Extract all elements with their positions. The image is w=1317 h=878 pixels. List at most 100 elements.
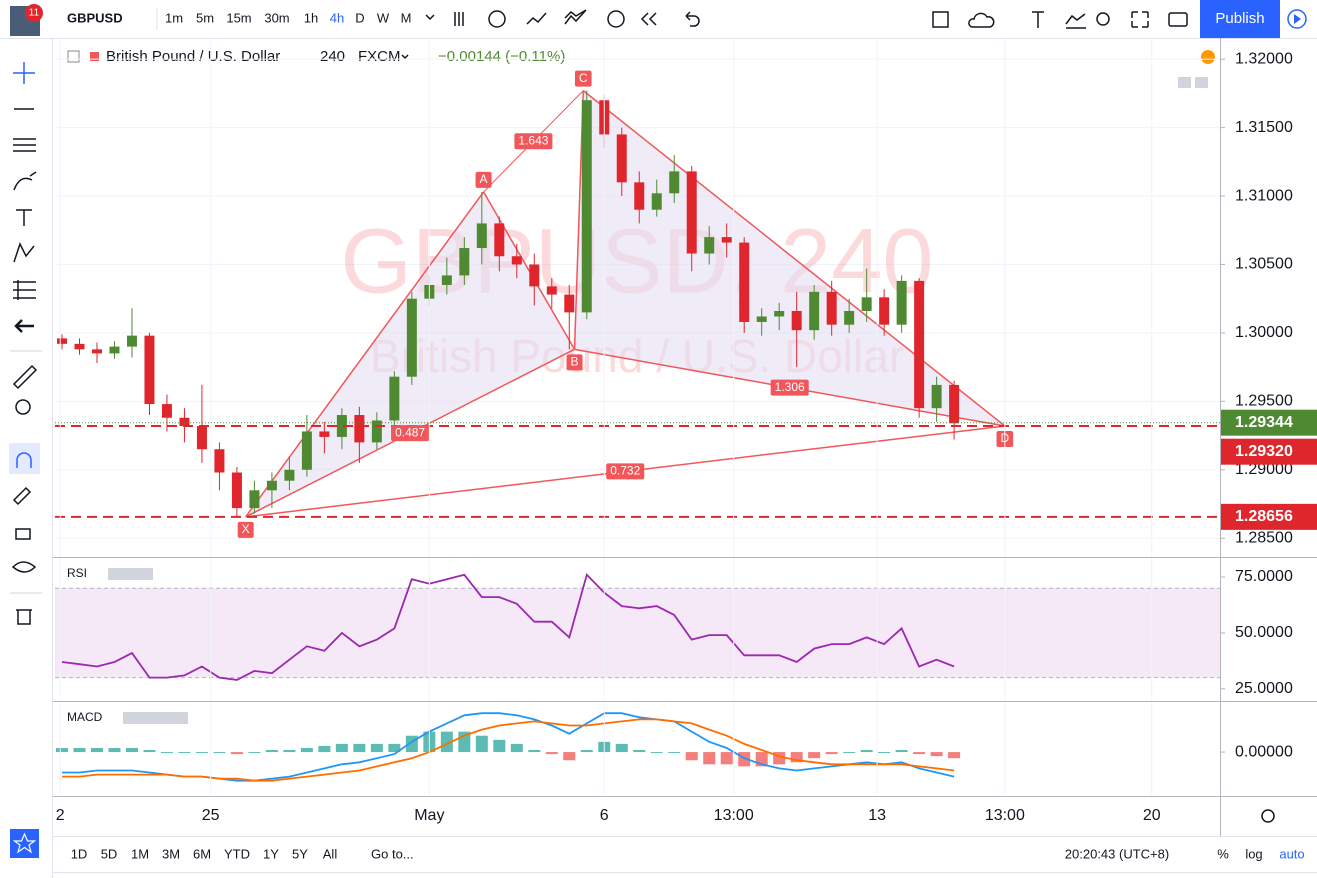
pattern-ratio-label: 0.732 bbox=[610, 464, 640, 478]
range-button[interactable]: YTD bbox=[224, 846, 250, 861]
pattern-tool[interactable] bbox=[13, 242, 35, 263]
timeframe[interactable]: W bbox=[377, 10, 390, 25]
range-button[interactable]: 5Y bbox=[292, 846, 308, 861]
cloud-icon[interactable] bbox=[968, 12, 995, 28]
percent-toggle[interactable]: % bbox=[1217, 846, 1229, 861]
y-tick-label: 1.30500 bbox=[1235, 256, 1293, 273]
undo-icon[interactable] bbox=[685, 11, 700, 27]
macd-histogram-bar bbox=[878, 752, 891, 754]
candles-icon[interactable] bbox=[454, 12, 464, 26]
macd-histogram-bar bbox=[563, 752, 576, 761]
candle-body bbox=[196, 425, 207, 450]
pattern-point-label: C bbox=[579, 71, 588, 85]
indicators-icon[interactable] bbox=[488, 10, 506, 28]
range-button[interactable]: 1Y bbox=[263, 846, 279, 861]
macd-histogram-bar bbox=[860, 750, 873, 753]
symbol-flag bbox=[90, 52, 99, 61]
indicator-buttons[interactable] bbox=[123, 712, 188, 724]
layout-icon[interactable] bbox=[932, 11, 949, 28]
prediction-tool[interactable] bbox=[13, 280, 36, 300]
timeframe[interactable]: 4h bbox=[330, 10, 344, 25]
brush-tool[interactable] bbox=[13, 171, 37, 191]
macd-histogram-bar bbox=[108, 747, 121, 753]
candle-body bbox=[301, 431, 312, 470]
axis-settings[interactable] bbox=[1261, 809, 1275, 823]
range-button[interactable]: All bbox=[323, 846, 338, 861]
macd-histogram-bar bbox=[528, 750, 541, 753]
crosshair-tool[interactable] bbox=[13, 62, 35, 84]
text-icon[interactable] bbox=[1032, 11, 1044, 28]
macd-histogram-bar bbox=[73, 747, 86, 753]
auto-toggle[interactable]: auto bbox=[1279, 846, 1304, 861]
replay-icon[interactable] bbox=[640, 12, 657, 26]
candle-body bbox=[91, 349, 102, 354]
candle-body bbox=[214, 449, 225, 473]
fib-icon[interactable] bbox=[1065, 13, 1086, 29]
clock: 20:20:43 (UTC+8) bbox=[1065, 846, 1169, 861]
timeframe[interactable]: 1m bbox=[165, 10, 183, 25]
lock-draw-tool[interactable] bbox=[12, 486, 32, 506]
range-button[interactable]: 1D bbox=[71, 846, 88, 861]
fullscreen-icon[interactable] bbox=[1131, 11, 1149, 28]
fib-tool[interactable] bbox=[13, 138, 36, 152]
templates-icon[interactable] bbox=[564, 9, 587, 25]
dropdown-icon[interactable] bbox=[425, 14, 435, 21]
range-button[interactable]: 6M bbox=[193, 846, 211, 861]
publish-label: Publish bbox=[1215, 10, 1264, 27]
macd-histogram-bar bbox=[125, 747, 138, 753]
candle-body bbox=[616, 134, 627, 183]
timeframe[interactable]: 15m bbox=[226, 10, 251, 25]
macd-histogram-bar bbox=[685, 752, 698, 761]
pattern-point-label: B bbox=[571, 354, 579, 368]
candle-body bbox=[879, 297, 890, 325]
timeframe[interactable]: 5m bbox=[196, 10, 214, 25]
macd-histogram-bar bbox=[90, 747, 103, 753]
back-tool[interactable] bbox=[14, 319, 34, 333]
pattern-point-label: X bbox=[242, 522, 250, 536]
goto[interactable]: Go to... bbox=[371, 846, 414, 861]
play-button[interactable] bbox=[1287, 9, 1307, 29]
range-button[interactable]: 3M bbox=[162, 846, 180, 861]
timeframe[interactable]: M bbox=[401, 10, 412, 25]
macd-histogram-bar bbox=[475, 735, 488, 753]
log-toggle[interactable]: log bbox=[1245, 846, 1262, 861]
range-button[interactable]: 1M bbox=[131, 846, 149, 861]
candle-body bbox=[634, 182, 645, 210]
candle-body bbox=[319, 431, 330, 437]
symbol[interactable]: GBPUSD bbox=[67, 10, 123, 25]
price-badge bbox=[1221, 503, 1317, 530]
macd-histogram-bar bbox=[195, 752, 208, 754]
visibility-tool[interactable] bbox=[11, 561, 37, 573]
pattern-ratio bbox=[514, 133, 553, 150]
candle-body bbox=[564, 294, 575, 313]
macd-tick-label: 0.00000 bbox=[1235, 743, 1293, 760]
text-tool[interactable] bbox=[16, 209, 32, 226]
timeframe[interactable]: 30m bbox=[264, 10, 289, 25]
macd-histogram-bar bbox=[948, 752, 961, 759]
macd-histogram-bar bbox=[633, 750, 646, 753]
publish-button[interactable] bbox=[1200, 0, 1280, 38]
zoom-tool[interactable] bbox=[15, 399, 31, 415]
timeframe[interactable]: 1h bbox=[304, 10, 318, 25]
range-button[interactable]: 5D bbox=[101, 846, 118, 861]
lock-tool[interactable] bbox=[15, 528, 31, 540]
alert-icon[interactable] bbox=[607, 10, 625, 28]
pattern-ratio-label: 1.643 bbox=[518, 133, 548, 147]
timeframe[interactable]: D bbox=[355, 10, 364, 25]
trash-tool[interactable] bbox=[16, 609, 32, 625]
legend-dropdown[interactable] bbox=[401, 54, 409, 60]
indicator-buttons[interactable] bbox=[108, 568, 153, 580]
settings-icon[interactable] bbox=[1096, 12, 1110, 26]
pane-button[interactable] bbox=[1178, 77, 1191, 88]
snapshot-icon[interactable] bbox=[1168, 12, 1188, 27]
warning-icon[interactable] bbox=[1201, 50, 1215, 64]
compare-icon[interactable] bbox=[526, 12, 547, 25]
candle-body bbox=[389, 376, 400, 421]
collapse-button[interactable] bbox=[67, 50, 80, 63]
ruler-tool[interactable] bbox=[12, 364, 38, 390]
candle-body bbox=[144, 335, 155, 405]
rsi-tick-label: 50.0000 bbox=[1235, 624, 1293, 641]
pane-button[interactable] bbox=[1195, 77, 1208, 88]
magnet-tool[interactable] bbox=[16, 452, 32, 468]
